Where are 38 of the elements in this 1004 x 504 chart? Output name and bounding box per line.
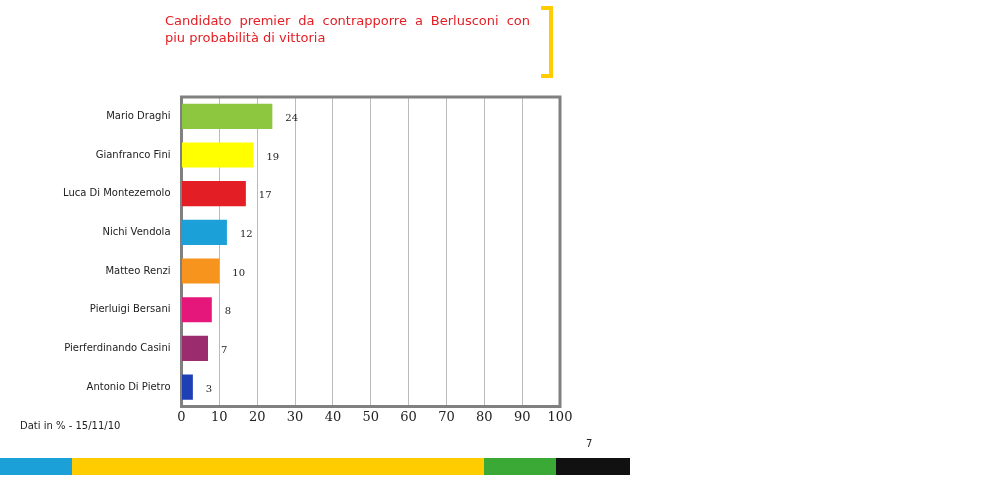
- x-tick-label: 20: [248, 408, 266, 424]
- x-tick-label: 10: [211, 408, 228, 424]
- bar: [182, 374, 193, 400]
- x-tick-label: 90: [513, 408, 531, 424]
- data-label: 8: [224, 305, 232, 317]
- y-tick-label: Nichi Vendola: [102, 225, 171, 237]
- y-tick-label: Luca Di Montezemolo: [62, 187, 171, 199]
- data-label: 17: [258, 189, 272, 201]
- data-label: 19: [266, 150, 280, 162]
- x-tick-label: 100: [547, 408, 573, 424]
- data-label: 12: [239, 227, 253, 239]
- x-tick-label: 30: [286, 408, 304, 424]
- text: 7: [586, 438, 593, 449]
- chart-title: Candidato premier da contrapporre a Berlusconi con piu probabilità di vittoria: [165, 12, 530, 46]
- text: Dati in % - 15/11/10: [20, 420, 121, 431]
- data-label: 24: [285, 111, 299, 123]
- x-tick-label: 80: [476, 408, 493, 424]
- data-label: 10: [232, 266, 246, 278]
- y-tick-label: Gianfranco Fini: [95, 148, 171, 160]
- bar: [182, 335, 208, 361]
- x-tick-label: 40: [324, 408, 342, 424]
- bar: [182, 142, 254, 168]
- bar: [182, 219, 227, 245]
- bar: [182, 297, 212, 323]
- data-label: 3: [205, 382, 213, 394]
- bar: [182, 103, 273, 129]
- y-tick-label: Mario Draghi: [106, 109, 171, 121]
- y-tick-label: Pierferdinando Casini: [64, 341, 171, 353]
- x-tick-label: 70: [438, 408, 455, 424]
- y-tick-label: Antonio Di Pietro: [86, 380, 171, 392]
- x-tick-label: 60: [400, 408, 417, 424]
- y-tick-label: Pierluigi Bersani: [89, 303, 171, 315]
- y-tick-label: Matteo Renzi: [105, 264, 171, 276]
- x-tick-label: 50: [362, 408, 380, 424]
- bar: [182, 181, 246, 207]
- x-tick-label: 0: [177, 408, 186, 424]
- bar: [182, 258, 220, 284]
- data-label: 7: [221, 343, 228, 355]
